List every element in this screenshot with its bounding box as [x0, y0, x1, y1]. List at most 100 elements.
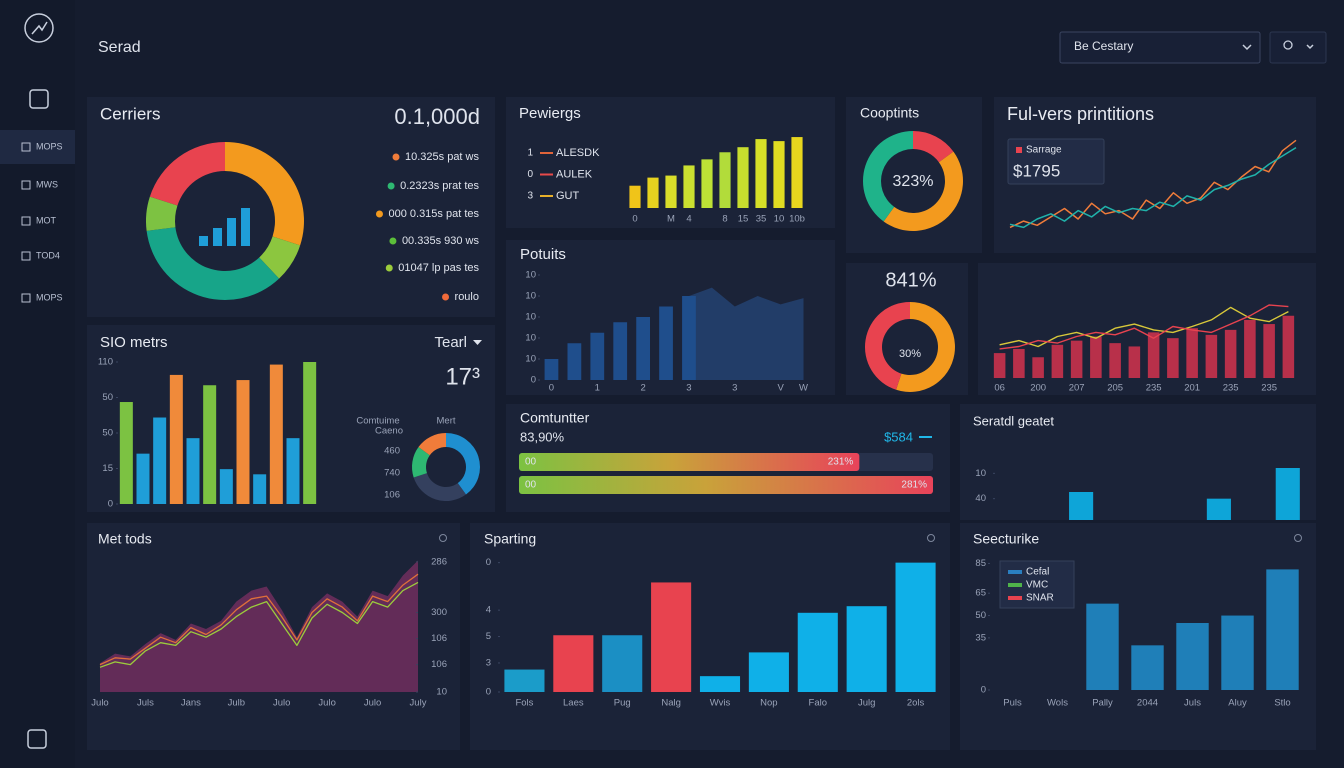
nav-icon[interactable]	[21, 180, 31, 190]
bar	[1090, 336, 1102, 378]
panel-menu[interactable]	[1294, 534, 1302, 542]
x-tick-label: 235	[1261, 383, 1277, 394]
x-tick-label: 8	[722, 214, 727, 225]
x-tick-label: M	[667, 214, 675, 225]
bar	[303, 362, 317, 504]
bar	[1086, 603, 1119, 690]
bar	[236, 380, 250, 504]
panel-title: Pewiergs	[519, 105, 581, 122]
legend-dot	[389, 237, 397, 245]
bar	[590, 332, 605, 380]
donut-segment	[411, 447, 430, 478]
nav-icon[interactable]	[21, 293, 31, 303]
bar	[1224, 329, 1237, 378]
bar	[1205, 334, 1218, 378]
user-button[interactable]	[1269, 31, 1327, 64]
nav-icon[interactable]	[29, 89, 49, 109]
x-tick-label: 10	[774, 214, 785, 225]
panel-title: Sparting	[484, 531, 536, 547]
nav-label: TOD4	[36, 250, 60, 260]
x-tick-label: 235	[1146, 383, 1162, 394]
legend-label: AULEK	[556, 168, 593, 180]
x-tick-label: Puls	[1003, 698, 1022, 709]
bar	[1013, 348, 1025, 378]
x-tick-label: 1	[595, 383, 600, 394]
y-tick-label: 286	[431, 556, 447, 567]
legend-dot	[442, 293, 450, 301]
bar	[119, 402, 133, 504]
nav-icon[interactable]	[21, 142, 31, 152]
panel-title: Comtuntter	[520, 410, 590, 426]
bar	[544, 359, 559, 380]
panel-title: Ful-vers printitions	[1007, 104, 1154, 124]
panel-menu[interactable]	[927, 534, 935, 542]
y-tick-label: 65	[975, 588, 986, 599]
x-tick-label: 0	[632, 214, 637, 225]
bar	[219, 469, 233, 504]
bar	[1221, 615, 1254, 690]
x-tick-label: 2	[640, 383, 645, 394]
stat-value: $1795	[1013, 161, 1060, 180]
bar	[1275, 468, 1300, 520]
dropdown[interactable]	[1059, 31, 1261, 64]
y-tick-label: 10	[975, 468, 986, 479]
panel-title: 841%	[885, 269, 936, 291]
select[interactable]: Tearl	[434, 334, 467, 351]
progress-value: 231%	[828, 457, 854, 468]
nav-label: MOT	[36, 215, 56, 225]
caret	[473, 340, 482, 345]
donut-segment	[413, 473, 466, 502]
bar	[1131, 645, 1164, 690]
panel	[960, 404, 1316, 520]
bar	[286, 438, 300, 504]
icon	[241, 208, 250, 246]
x-tick-label: 235	[1223, 383, 1239, 394]
progress-value: 281%	[901, 480, 927, 491]
x-tick-label: Jans	[181, 698, 201, 709]
donut-segment	[864, 301, 910, 390]
y-tick-label: 110	[98, 357, 113, 368]
settings-icon[interactable]	[27, 729, 47, 749]
legend-label: roulo	[455, 291, 479, 303]
mini-label: Comtuime	[356, 416, 399, 427]
nav-icon[interactable]	[21, 251, 31, 261]
x-tick-label: 2ols	[907, 698, 925, 709]
nav-icon[interactable]	[21, 216, 31, 226]
x-tick-label: 4	[686, 214, 691, 225]
panel-menu[interactable]	[439, 534, 447, 542]
legend-dot	[375, 210, 383, 218]
x-tick-label: Falo	[809, 698, 827, 709]
legend-swatch	[1008, 570, 1022, 574]
y-tick-label: 50	[102, 392, 113, 403]
y-tick-label: 10	[525, 354, 536, 365]
donut-segment	[913, 131, 954, 163]
x-tick-label: Julo	[273, 698, 290, 709]
bar	[253, 474, 267, 504]
donut-segment	[446, 433, 480, 495]
x-tick-label: 205	[1107, 383, 1123, 394]
y-tick-label: 0	[108, 499, 113, 510]
y-tick-label: 3	[486, 657, 491, 668]
x-tick-label: 35	[756, 214, 767, 225]
donut-segment	[146, 227, 280, 301]
percent: 83,90%	[520, 429, 565, 444]
bar	[651, 582, 692, 692]
x-tick-label: Pally	[1092, 698, 1113, 709]
legend-label: VMC	[1026, 580, 1048, 591]
legend-swatch	[1008, 596, 1022, 600]
legend-swatch	[1008, 583, 1022, 587]
y-tick-label: 85	[975, 558, 986, 569]
y-tick-label: 10	[525, 270, 536, 281]
x-tick-label: Juls	[137, 698, 154, 709]
logo	[24, 13, 54, 43]
x-tick-label: Nalg	[661, 698, 681, 709]
y-tick-label: 4	[486, 605, 491, 616]
chevron	[1242, 44, 1252, 51]
bar	[665, 175, 677, 208]
user-icon	[1283, 40, 1293, 50]
app-title: Serad	[98, 39, 141, 56]
bar	[1167, 338, 1179, 378]
legend-dot	[387, 182, 395, 190]
legend-dot	[392, 153, 400, 161]
